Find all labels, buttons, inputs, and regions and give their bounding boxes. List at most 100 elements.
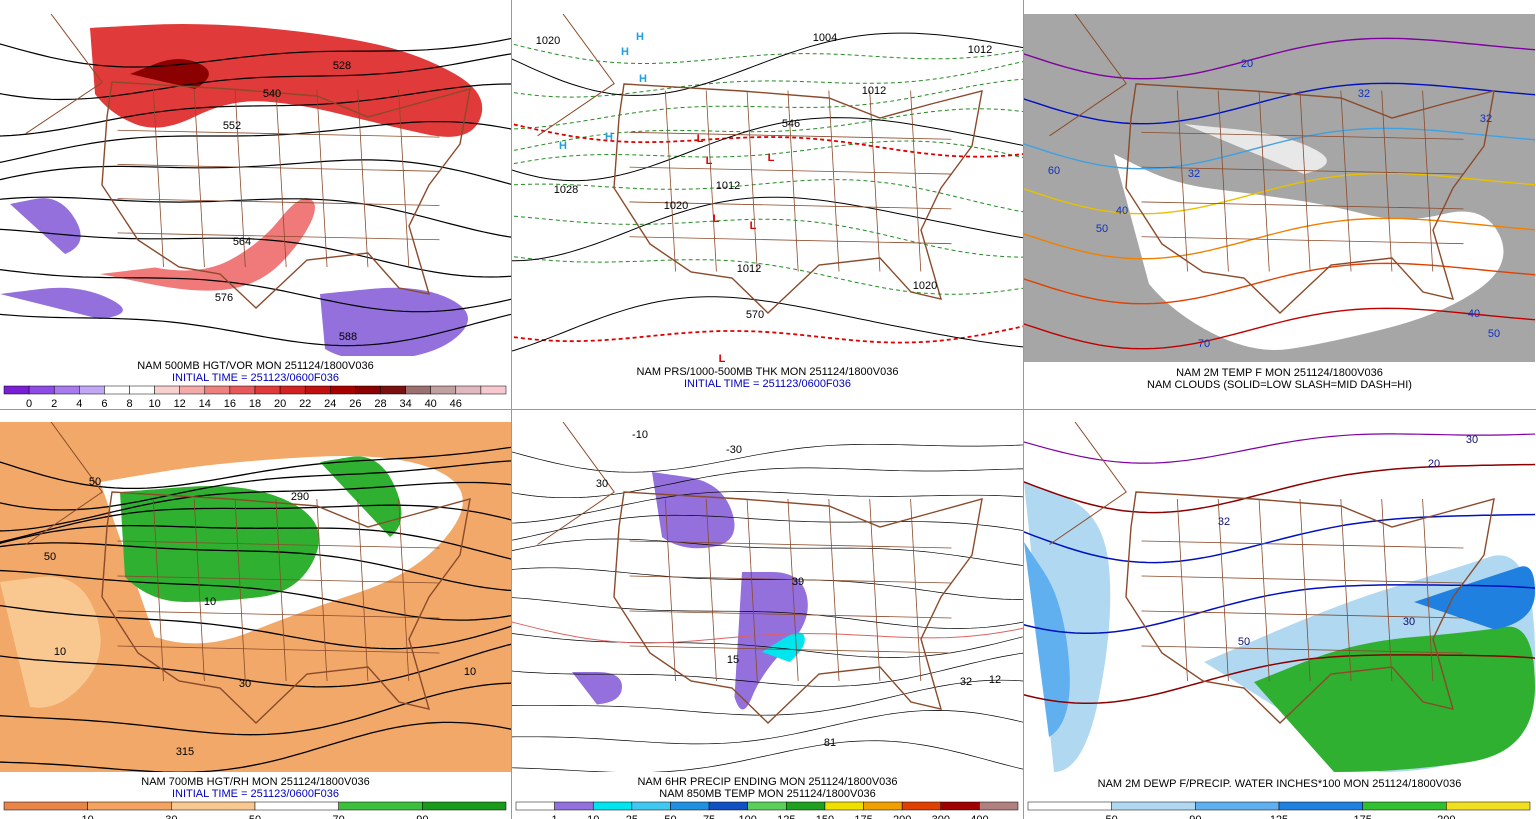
state-border: [705, 498, 717, 682]
country-border: [537, 14, 615, 137]
weather-area: [1414, 566, 1535, 630]
colorbar-swatch: [28, 385, 55, 395]
contour: [0, 313, 511, 347]
state-border: [117, 232, 440, 241]
colorbar-label: 300: [932, 814, 950, 819]
contour: [1024, 127, 1535, 170]
contour: [0, 569, 511, 621]
state-border: [1258, 498, 1270, 682]
contour-label: 32: [960, 676, 972, 688]
colorbar-swatch: [79, 385, 105, 395]
caption: NAM 700MB HGT/RH MON 251124/1800V036: [141, 776, 369, 788]
country-border: [613, 491, 983, 724]
colorbar-swatch: [430, 385, 457, 395]
state-border: [117, 198, 440, 206]
state-border: [629, 131, 952, 140]
weather-area: [320, 456, 402, 537]
contour: [512, 43, 1023, 64]
colorbar-swatch: [708, 801, 748, 811]
state-border: [398, 89, 410, 268]
state-border: [398, 498, 410, 682]
contour-label: 552: [223, 120, 241, 132]
contour: [0, 37, 511, 68]
contour-label: L: [768, 152, 775, 164]
state-border: [1299, 90, 1311, 272]
colorbar-swatch: [631, 801, 671, 811]
state-border: [629, 645, 952, 654]
caption: NAM 2M DEWP F/PRECIP. WATER INCHES*100 M…: [1098, 778, 1462, 790]
state-border: [117, 575, 440, 584]
contour-label: -10: [632, 429, 648, 441]
colorbar-swatch: [171, 801, 256, 811]
contour-label: 540: [263, 88, 281, 100]
caption: NAM 850MB TEMP MON 251124/1800V036: [659, 788, 875, 800]
contour: [0, 196, 511, 238]
contour-label: 32: [1480, 113, 1492, 125]
state-border: [910, 90, 922, 272]
state-border: [1141, 131, 1464, 140]
map: 30 20 32 50 30: [1024, 422, 1535, 772]
contour: [512, 296, 1023, 352]
colorbar-label: 22: [299, 398, 311, 410]
colorbar-swatch: [863, 801, 903, 811]
contour: [512, 117, 1023, 182]
contour-label: 10: [204, 596, 216, 608]
state-border: [1141, 201, 1464, 210]
colorbar-label: 10: [82, 814, 94, 819]
contour-label: 1004: [813, 32, 837, 44]
contour-label: 315: [176, 746, 194, 758]
contour: [512, 123, 1023, 158]
state-border: [275, 498, 287, 682]
weather-area: [572, 672, 622, 705]
contour: [1024, 37, 1535, 80]
contour-label: 30: [596, 478, 608, 490]
contour: [512, 215, 1023, 258]
map-panel: 30 20 32 50 30 NAM 2M DEWP F/PRECIP. WATER IN…: [1024, 422, 1535, 819]
contour: [0, 53, 511, 101]
state-border: [746, 498, 758, 682]
colorbar-label: 30: [165, 814, 177, 819]
colorbar-label: 200: [893, 814, 911, 819]
map-panel: 20 32 32 32 40 50 60 70 50 40 NAM 2M TEMP F MON 25…: [1024, 14, 1535, 391]
country-border: [1049, 422, 1127, 545]
caption: INITIAL TIME = 251123/0600F036: [172, 788, 339, 800]
contour: [0, 604, 511, 650]
map: 50 10 10 30 315 290 50 10: [0, 422, 511, 772]
colorbar-label: 40: [425, 398, 437, 410]
contour: [512, 256, 1023, 295]
state-border: [910, 498, 922, 682]
state-border: [1141, 166, 1464, 175]
colorbar-label: 24: [324, 398, 336, 410]
contour-label: 50: [1096, 223, 1108, 235]
contour: [0, 460, 511, 511]
colorbar-swatch: [3, 385, 30, 395]
state-border: [117, 645, 440, 654]
contour-label: 15: [727, 654, 739, 666]
contour: [1024, 307, 1535, 350]
contour: [512, 679, 1023, 716]
state-border: [629, 540, 952, 549]
contour-label: 10: [54, 646, 66, 658]
map: 528 540 552 564 576 588: [0, 14, 511, 356]
colorbar-label: 12: [174, 398, 186, 410]
caption: NAM CLOUDS (SOLID=LOW SLASH=MID DASH=HI): [1147, 379, 1412, 391]
contour-label: 1012: [862, 85, 886, 97]
contour: [1024, 217, 1535, 260]
contour-label: H: [559, 140, 567, 152]
map-panel: 50 10 10 30 315 290 50 10 NAM 700MB HGT/RH MON 2…: [0, 422, 511, 819]
map-panel: -10 -30 30 39 15 32 81 12 NAM 6HR PRECIP ENDING …: [512, 422, 1023, 819]
contour: [512, 443, 1023, 473]
contour: [512, 325, 1023, 344]
contour: [512, 740, 1023, 772]
state-border: [1141, 645, 1464, 654]
caption: NAM PRS/1000-500MB THK MON 251124/1800V0…: [637, 366, 899, 378]
colorbar-swatch: [204, 385, 231, 395]
contour: [0, 121, 511, 164]
colorbar-label: 100: [739, 814, 757, 819]
contour-label: 12: [989, 674, 1001, 686]
state-border: [117, 540, 440, 549]
contour: [0, 643, 511, 688]
contour: [0, 524, 511, 560]
colorbar-swatch: [1195, 801, 1280, 811]
